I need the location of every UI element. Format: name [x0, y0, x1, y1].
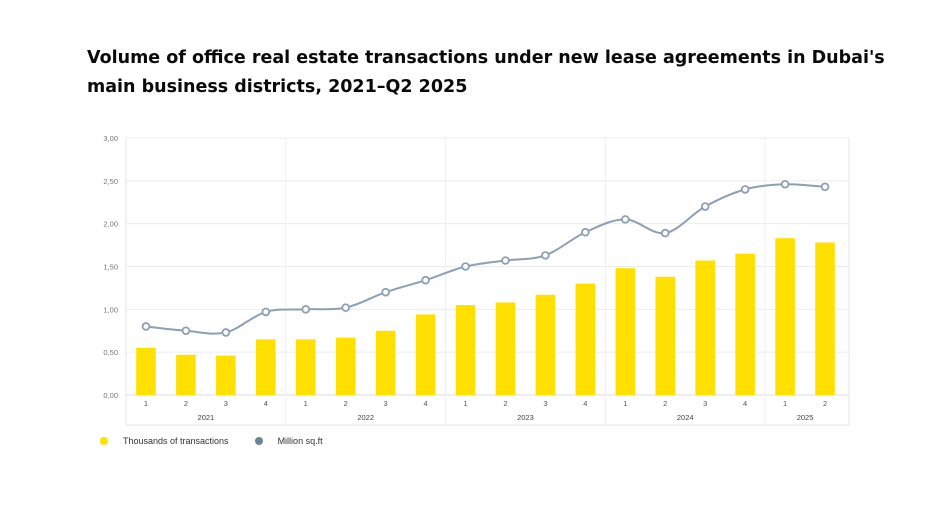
bar-transactions	[455, 305, 476, 395]
x-tick-label: 4	[264, 399, 268, 408]
point-sqft	[341, 303, 350, 312]
y-tick-label: 2,00	[103, 220, 118, 229]
bar-transactions	[735, 253, 755, 395]
bar-transactions	[495, 302, 516, 395]
x-tick-label: 3	[703, 399, 707, 408]
x-tick-label: 2	[663, 399, 667, 408]
point-sqft	[261, 307, 271, 317]
bar-transactions	[535, 294, 556, 395]
bar-transactions	[375, 330, 396, 395]
bar-transactions	[615, 268, 636, 395]
x-tick-label: 1	[463, 399, 467, 408]
point-sqft	[181, 326, 191, 336]
y-tick-label: 2,50	[103, 177, 118, 186]
year-label: 2025	[797, 413, 814, 422]
point-sqft	[381, 287, 390, 297]
x-tick-label: 1	[783, 399, 787, 408]
bar-transactions	[575, 283, 596, 395]
x-tick-label: 1	[144, 399, 148, 408]
point-sqft	[221, 328, 231, 337]
point-sqft	[461, 262, 470, 271]
x-tick-label: 1	[304, 399, 308, 408]
x-tick-label: 2	[503, 399, 507, 408]
point-sqft	[581, 227, 590, 237]
x-tick-label: 4	[583, 399, 587, 408]
y-tick-label: 1,50	[103, 263, 118, 272]
point-sqft	[141, 322, 151, 331]
legend: Thousands of transactions Million sq.ft	[100, 436, 347, 446]
year-label: 2022	[357, 413, 374, 422]
bar-transactions	[335, 337, 356, 395]
x-tick-label: 3	[543, 399, 547, 408]
x-tick-label: 3	[384, 399, 388, 408]
legend-item-transactions: Thousands of transactions	[100, 436, 229, 446]
legend-item-sqft: Million sq.ft	[254, 436, 323, 446]
year-label: 2024	[677, 413, 694, 422]
bar-transactions	[216, 355, 236, 395]
x-tick-label: 4	[743, 399, 747, 408]
point-sqft	[541, 251, 550, 260]
point-sqft	[780, 179, 790, 189]
bar-transactions	[695, 260, 715, 395]
x-tick-label: 2	[823, 399, 827, 408]
point-sqft	[501, 256, 510, 265]
x-tick-label: 2	[184, 399, 188, 408]
point-sqft	[660, 228, 670, 238]
bar-transactions	[295, 339, 316, 395]
bar-transactions	[176, 354, 196, 395]
bar-transactions	[655, 276, 676, 395]
x-tick-label: 3	[224, 399, 228, 408]
point-sqft	[421, 275, 430, 285]
y-tick-label: 0,00	[103, 391, 118, 400]
bar-transactions	[815, 242, 835, 395]
x-tick-label: 2	[344, 399, 348, 408]
point-sqft	[820, 182, 830, 192]
series-line-sqft	[145, 183, 826, 335]
chart-title: Volume of office real estate transaction…	[87, 48, 885, 97]
y-tick-label: 1,00	[103, 305, 118, 314]
bar-transactions	[775, 238, 795, 395]
legend-label-transactions: Thousands of transactions	[123, 436, 229, 446]
y-tick-label: 3,00	[103, 134, 118, 143]
x-tick-label: 4	[423, 399, 427, 408]
y-tick-label: 0,50	[103, 348, 118, 357]
legend-swatch-sqft	[254, 437, 263, 445]
point-sqft	[621, 215, 630, 224]
point-sqft	[301, 305, 311, 314]
bar-transactions	[136, 347, 156, 395]
x-tick-label: 1	[623, 399, 627, 408]
point-sqft	[740, 185, 750, 194]
bar-transactions	[256, 339, 276, 395]
legend-label-sqft: Million sq.ft	[277, 436, 323, 446]
year-label: 2021	[198, 413, 215, 422]
bar-transactions	[415, 314, 436, 395]
point-sqft	[700, 202, 710, 211]
legend-swatch-transactions	[100, 437, 108, 445]
year-label: 2023	[517, 413, 534, 422]
